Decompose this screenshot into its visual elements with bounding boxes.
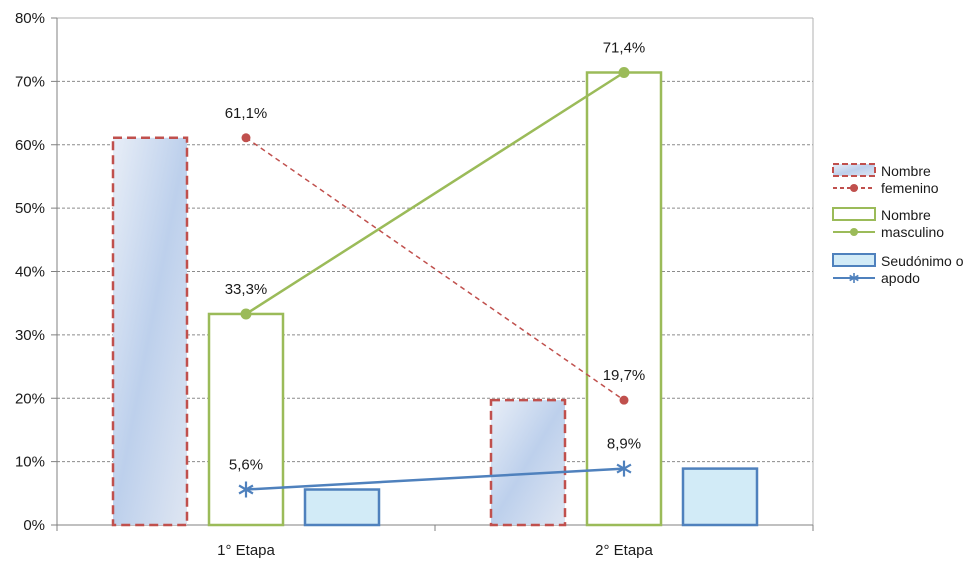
- legend-bar-swatch: [832, 253, 876, 267]
- data-point: [238, 481, 254, 498]
- y-tick-label: 50%: [15, 200, 45, 217]
- series-lines: [245, 71, 625, 491]
- y-tick-label: 30%: [15, 327, 45, 344]
- data-point: [618, 67, 630, 79]
- data-label: 71,4%: [603, 40, 646, 57]
- asterisk-stroke: [849, 274, 859, 282]
- legend-marker: [850, 228, 858, 236]
- data-labels: 61,1% 19,7% 33,3% 71,4% 5,6% 8,9%: [225, 40, 646, 474]
- series-line: [245, 71, 625, 316]
- asterisk-stroke: [616, 463, 632, 474]
- x-tick-label: 1° Etapa: [217, 542, 275, 559]
- bars: [111, 71, 759, 527]
- data-point: [619, 395, 629, 405]
- data-point: [616, 460, 632, 477]
- y-tick-label: 80%: [15, 10, 45, 27]
- data-point: [241, 133, 251, 143]
- legend-label-line: apodo: [881, 270, 920, 286]
- data-label: 61,1%: [225, 105, 268, 122]
- legend-label-line: femenino: [881, 180, 939, 196]
- y-tick-label: 10%: [15, 454, 45, 471]
- legend-bar-swatch: [832, 207, 876, 221]
- x-tick-label: 2° Etapa: [595, 542, 653, 559]
- bar: [489, 398, 567, 527]
- legend-label-line: Nombre: [881, 207, 931, 223]
- bar: [585, 71, 663, 527]
- data-point: [240, 308, 252, 320]
- legend-marker: [850, 184, 858, 192]
- series-line: [245, 467, 625, 491]
- y-tick-label: 0%: [23, 517, 45, 534]
- legend-marker: [849, 273, 859, 283]
- y-tick-label: 70%: [15, 73, 45, 90]
- bar: [303, 488, 381, 527]
- y-tick-label: 20%: [15, 390, 45, 407]
- bar: [111, 136, 189, 527]
- series-markers: [238, 67, 632, 498]
- data-label: 5,6%: [229, 457, 263, 474]
- legend-label-line: Nombre: [881, 163, 931, 179]
- legend-label-line: Seudónimo o: [881, 253, 964, 269]
- y-tick-label: 60%: [15, 137, 45, 154]
- data-label: 33,3%: [225, 281, 268, 298]
- axes: 0% 10% 20% 30% 40% 50% 60% 70% 80% 1° Etapa 2° Eta…: [15, 10, 814, 559]
- data-label: 8,9%: [607, 436, 641, 453]
- legend-label-line: masculino: [881, 224, 944, 240]
- asterisk-stroke: [238, 484, 254, 495]
- y-tick-label: 40%: [15, 264, 45, 281]
- data-label: 19,7%: [603, 367, 646, 384]
- series-line: [245, 137, 625, 401]
- legend-bar-swatch: [832, 163, 876, 177]
- bar: [681, 467, 759, 527]
